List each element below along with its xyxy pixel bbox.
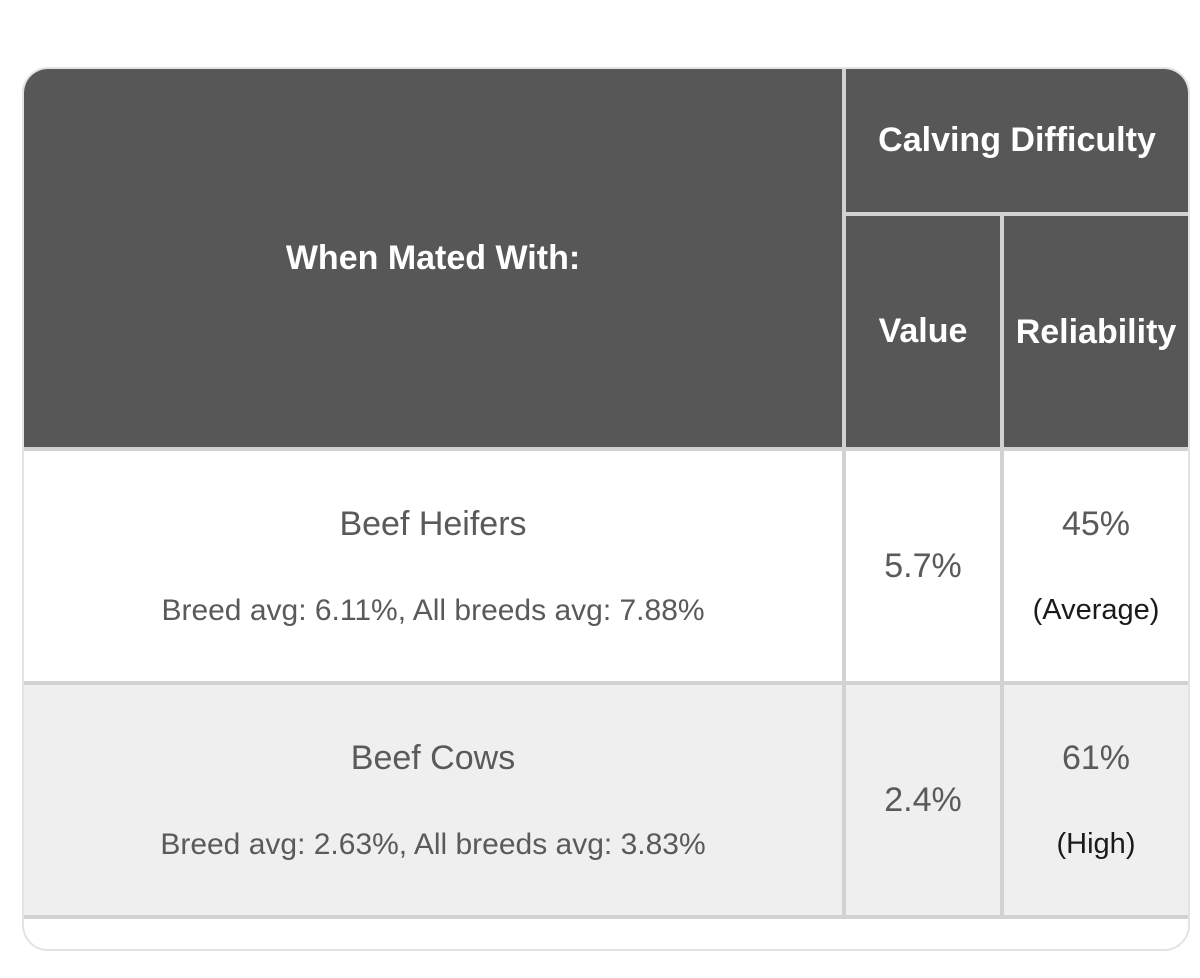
table-row: Beef Cows Breed avg: 2.63%, All breeds a… <box>24 681 1188 919</box>
reliability-level: (Average) <box>1032 593 1160 626</box>
calving-difficulty-value: 5.7% <box>884 546 962 585</box>
reliability-percent: 45% <box>1061 504 1131 543</box>
header-reliability: Reliability <box>999 212 1188 451</box>
reliability-percent: 61% <box>1061 738 1131 777</box>
reliability-cell: 61% (High) <box>999 681 1188 919</box>
calving-difficulty-value: 2.4% <box>884 780 962 819</box>
header-row-top: When Mated With: Calving Difficulty <box>24 69 1188 451</box>
header-row-sub: Value Reliability <box>24 212 1188 451</box>
header-calving-difficulty: Calving Difficulty <box>841 69 1188 216</box>
table-row: Beef Heifers Breed avg: 6.11%, All breed… <box>24 447 1188 685</box>
mated-with-cell: Beef Cows Breed avg: 2.63%, All breeds a… <box>24 681 846 919</box>
breed-averages: Breed avg: 6.11%, All breeds avg: 7.88% <box>161 593 705 627</box>
category-name: Beef Cows <box>350 738 516 777</box>
mated-with-cell: Beef Heifers Breed avg: 6.11%, All breed… <box>24 447 846 685</box>
header-when-mated-with: When Mated With: <box>24 69 846 451</box>
calving-difficulty-card: When Mated With: Calving Difficulty Valu… <box>22 67 1190 951</box>
calving-difficulty-table: When Mated With: Calving Difficulty Valu… <box>24 69 1188 919</box>
header-value: Value <box>844 212 1004 451</box>
reliability-cell: 45% (Average) <box>999 447 1188 685</box>
value-cell: 5.7% <box>842 447 1004 685</box>
reliability-level: (High) <box>1056 827 1136 860</box>
category-name: Beef Heifers <box>339 504 527 543</box>
value-cell: 2.4% <box>842 681 1004 919</box>
breed-averages: Breed avg: 2.63%, All breeds avg: 3.83% <box>160 827 706 861</box>
